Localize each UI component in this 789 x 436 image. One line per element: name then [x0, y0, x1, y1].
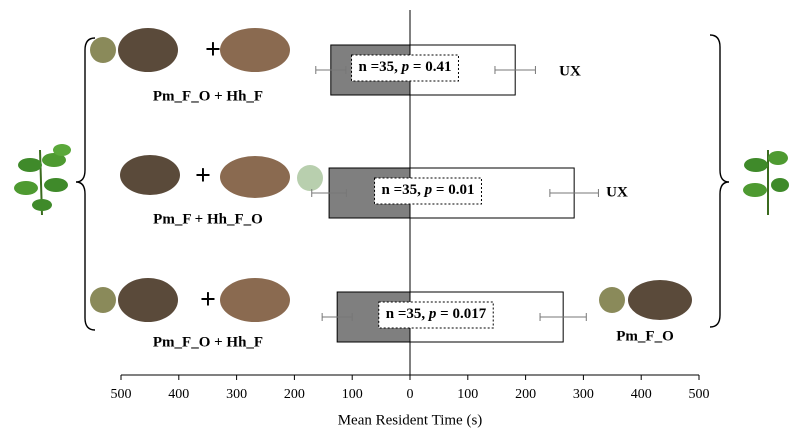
x-tick-label: 500: [689, 387, 710, 402]
row-label: Pm_F + Hh_F_O: [153, 211, 263, 227]
error-bar: [311, 189, 347, 197]
stat-box: [374, 177, 482, 205]
left-brace: [75, 37, 96, 331]
insects: + + +: [90, 28, 692, 322]
error-bar: [494, 66, 536, 74]
stat-text: n =35, p = 0.01: [382, 182, 475, 198]
stat-part: = 0.01: [432, 182, 474, 198]
stat-text: n =35, p = 0.41: [359, 59, 452, 75]
row-label: Pm_F_O + Hh_F: [153, 88, 263, 104]
right-brace: [709, 34, 730, 328]
x-tick-label: 100: [457, 387, 478, 402]
error-bar: [539, 313, 587, 321]
right-label: UX: [606, 184, 628, 200]
stat-part: p: [423, 182, 433, 198]
x-tick-label: 500: [111, 387, 132, 402]
error-bar: [315, 66, 347, 74]
stat-part: = 0.017: [436, 306, 486, 322]
stat-label: n =35, p = 0.01: [374, 177, 482, 205]
svg-text:+: +: [205, 34, 221, 65]
x-axis-title: Mean Resident Time (s): [338, 412, 483, 428]
svg-text:+: +: [200, 284, 216, 315]
row-label: Pm_F_O + Hh_F: [153, 334, 263, 350]
stat-part: n =35,: [386, 306, 429, 322]
x-tick-label: 0: [407, 387, 414, 402]
stat-label: n =35, p = 0.017: [378, 301, 494, 329]
plant-left: [14, 144, 71, 216]
stat-part: p: [427, 306, 437, 322]
stat-text: n =35, p = 0.017: [386, 306, 487, 322]
error-bar: [549, 189, 599, 197]
stat-part: p: [400, 59, 410, 75]
stat-label: n =35, p = 0.41: [351, 54, 459, 82]
error-bar: [321, 313, 353, 321]
x-tick-label: 200: [284, 387, 305, 402]
right-label: Pm_F_O: [616, 328, 674, 344]
stat-part: = 0.41: [409, 59, 451, 75]
right-label: UX: [559, 63, 581, 79]
x-tick-label: 400: [631, 387, 652, 402]
x-tick-label: 300: [226, 387, 247, 402]
plant-right: [743, 150, 789, 215]
illustrations: [75, 34, 730, 331]
stat-part: n =35,: [359, 59, 402, 75]
x-tick-label: 200: [515, 387, 536, 402]
svg-text:+: +: [195, 160, 211, 191]
x-tick-label: 100: [342, 387, 363, 402]
stat-box: [351, 54, 459, 82]
stat-part: n =35,: [382, 182, 425, 198]
stat-box: [378, 301, 494, 329]
x-tick-label: 300: [573, 387, 594, 402]
x-tick-label: 400: [168, 387, 189, 402]
